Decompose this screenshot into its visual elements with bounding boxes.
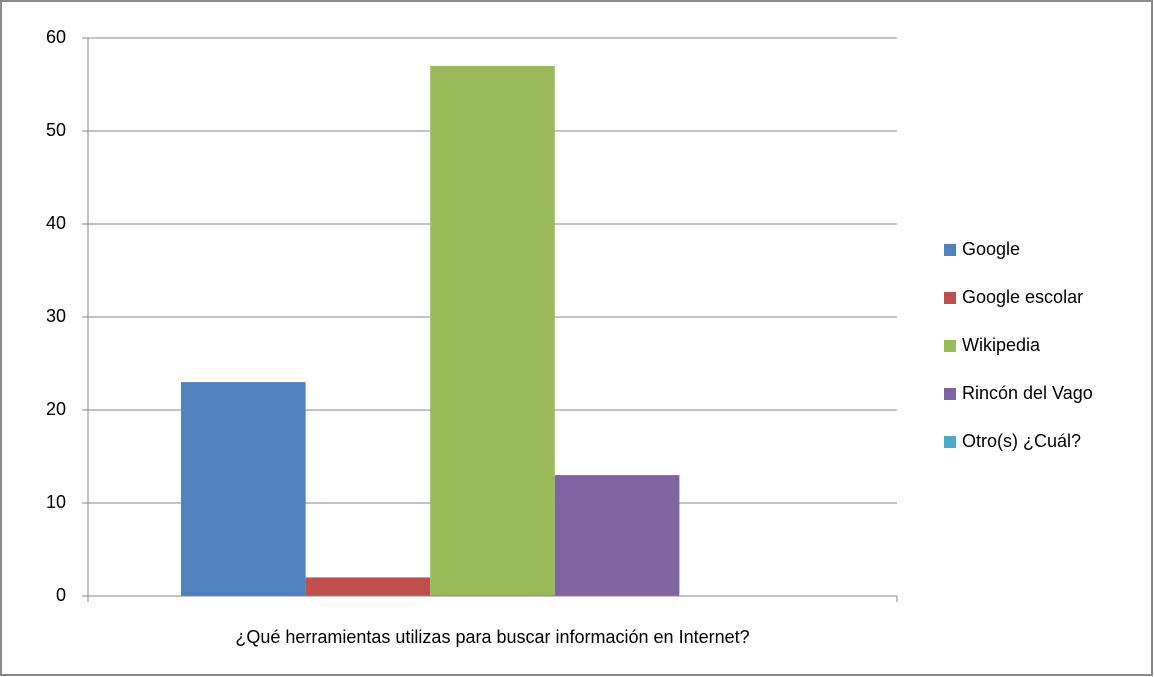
legend-label: Google <box>962 239 1020 259</box>
y-tick-label: 30 <box>46 306 66 326</box>
legend-swatch <box>944 436 956 448</box>
legend-swatch <box>944 340 956 352</box>
x-tick-label: ¿Qué herramientas utilizas para buscar i… <box>235 627 749 647</box>
legend-swatch <box>944 388 956 400</box>
bar <box>181 382 306 596</box>
y-tick-label: 50 <box>46 120 66 140</box>
bar <box>305 577 431 596</box>
y-tick-label: 40 <box>46 213 66 233</box>
legend-label: Otro(s) ¿Cuál? <box>962 431 1081 451</box>
y-tick-label: 60 <box>46 27 66 47</box>
y-tick-label: 10 <box>46 492 66 512</box>
legend-swatch <box>944 244 956 256</box>
bar <box>554 475 680 596</box>
legend-label: Rincón del Vago <box>962 383 1093 403</box>
bar <box>430 65 555 596</box>
y-tick-label: 20 <box>46 399 66 419</box>
legend-label: Wikipedia <box>962 335 1041 355</box>
legend-swatch <box>944 292 956 304</box>
y-tick-label: 0 <box>56 585 66 605</box>
legend-label: Google escolar <box>962 287 1083 307</box>
